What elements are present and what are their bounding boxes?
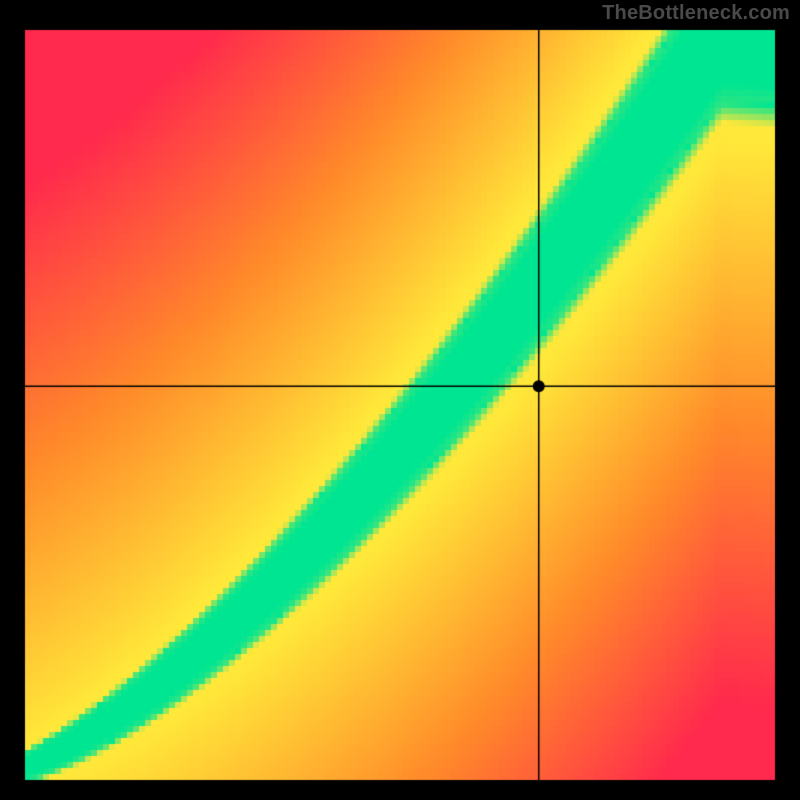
bottleneck-heatmap	[0, 0, 800, 800]
attribution-label: TheBottleneck.com	[602, 2, 790, 25]
chart-container: TheBottleneck.com	[0, 0, 800, 800]
